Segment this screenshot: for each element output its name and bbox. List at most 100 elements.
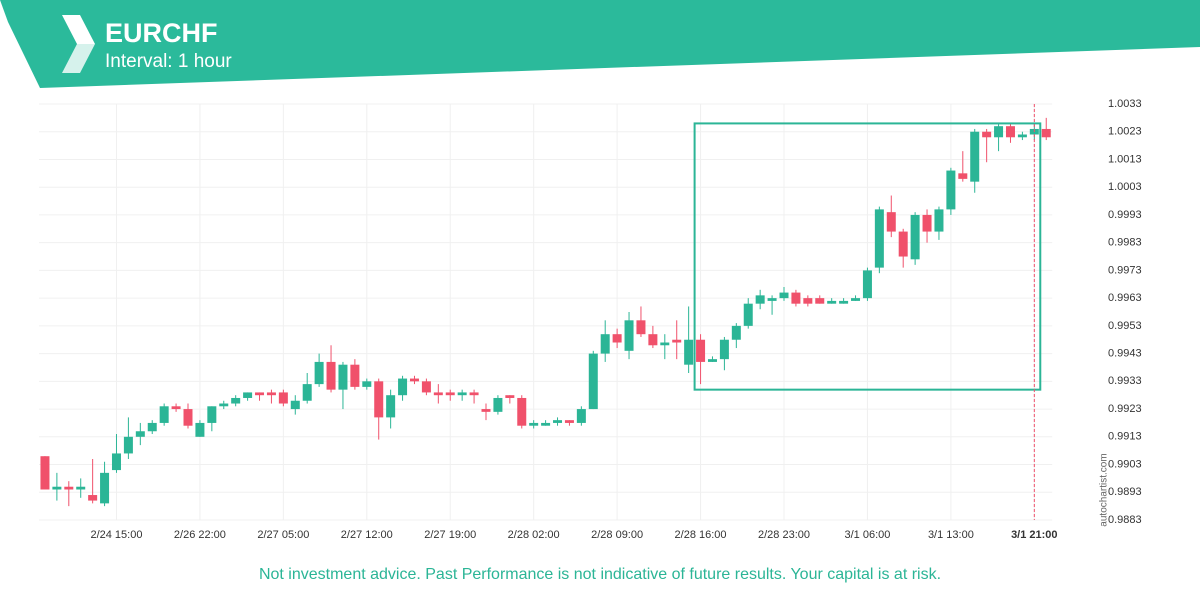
candle-body [886,212,896,232]
candle-body [648,334,658,346]
candle-body [40,456,50,490]
candle-body [719,339,729,360]
candle-body [851,298,861,301]
candle-body [541,422,551,426]
x-tick-label: 2/27 19:00 [424,529,476,541]
candle-body [1017,134,1027,138]
logo [62,15,95,44]
candle-body [326,361,336,390]
candle-body [564,420,574,423]
candle-body [457,392,467,396]
candle-body [266,392,276,396]
x-tick-label: 2/27 05:00 [257,529,309,541]
y-tick-label: 0.9983 [1108,237,1142,249]
candle-body [350,364,360,387]
candle-body [100,472,110,504]
y-tick-label: 0.9903 [1108,458,1142,470]
y-tick-label: 1.0013 [1108,153,1142,165]
candle-body [386,395,396,418]
candle-body [684,339,694,365]
candle-body [469,392,479,396]
candle-body [958,173,968,179]
y-tick-label: 1.0003 [1108,181,1142,193]
candle-body [111,453,121,471]
y-tick-label: 0.9893 [1108,486,1142,498]
candle-body [970,131,980,182]
candle-body [600,334,610,354]
candle-body [707,359,717,362]
y-tick-label: 1.0033 [1108,98,1142,110]
candle-body [588,353,598,410]
x-tick-label: 2/28 23:00 [758,529,810,541]
candle-body [910,214,920,260]
candle-body [779,292,789,299]
candle-body [862,270,872,299]
x-tick-label: 3/1 13:00 [928,529,974,541]
candle-body [243,392,253,398]
candle-body [255,392,265,396]
candle-body [374,381,384,418]
subtitle: Interval: 1 hour [105,51,232,72]
x-tick-label: 2/28 09:00 [591,529,643,541]
y-tick-label: 0.9913 [1108,431,1142,443]
candle-body [481,409,491,412]
candle-body [755,295,765,304]
candle-body [290,400,300,410]
y-tick-label: 0.9973 [1108,264,1142,276]
candle-body [815,298,825,304]
candle-body [576,409,586,423]
candle-body [433,392,443,396]
x-tick-label: 2/28 16:00 [675,529,727,541]
candle-body [493,397,503,412]
x-tick-label: 2/26 22:00 [174,529,226,541]
candle-body [64,486,74,490]
candle-body [934,209,944,232]
y-tick-label: 0.9963 [1108,292,1142,304]
candle-body [278,392,288,404]
candle-body [874,209,884,268]
x-tick-label: 3/1 06:00 [845,529,891,541]
candle-body [839,300,849,304]
candle-body [409,378,419,382]
candle-body [803,298,813,304]
x-tick-label: 3/1 21:00 [1011,529,1057,541]
candle-body [195,422,205,437]
candle-body [207,406,217,423]
y-tick-label: 0.9943 [1108,348,1142,360]
y-tick-label: 0.9923 [1108,403,1142,415]
y-tick-label: 0.9933 [1108,375,1142,387]
y-tick-label: 0.9993 [1108,209,1142,221]
candle-body [1005,126,1015,138]
candle-body [743,303,753,326]
candle-body [946,170,956,210]
disclaimer: Not investment advice. Past Performance … [259,566,941,583]
x-tick-label: 2/27 12:00 [341,529,393,541]
candle-body [922,214,932,232]
candle-body [135,431,145,437]
candle-body [159,406,169,423]
candle-body [660,342,670,346]
candle-body [731,325,741,340]
candle-body [88,495,98,501]
candle-body [302,384,312,401]
candle-body [314,361,324,385]
pattern-box [693,122,1042,391]
candle-body [982,131,992,138]
logo [62,44,95,73]
candle-body [123,436,133,454]
candle-body [171,406,181,410]
candle-body [994,126,1004,138]
candle-body [529,422,539,426]
candle-body [827,300,837,304]
y-tick-label: 1.0023 [1108,126,1142,138]
candle-body [1041,128,1051,138]
candle-body [767,298,777,301]
candle-body [52,486,62,490]
candle-body [421,381,431,393]
y-tick-label: 0.9883 [1108,514,1142,526]
candle-body [612,334,622,343]
candle-body [672,339,682,343]
candle-body [231,397,241,404]
candle-body [696,339,706,362]
